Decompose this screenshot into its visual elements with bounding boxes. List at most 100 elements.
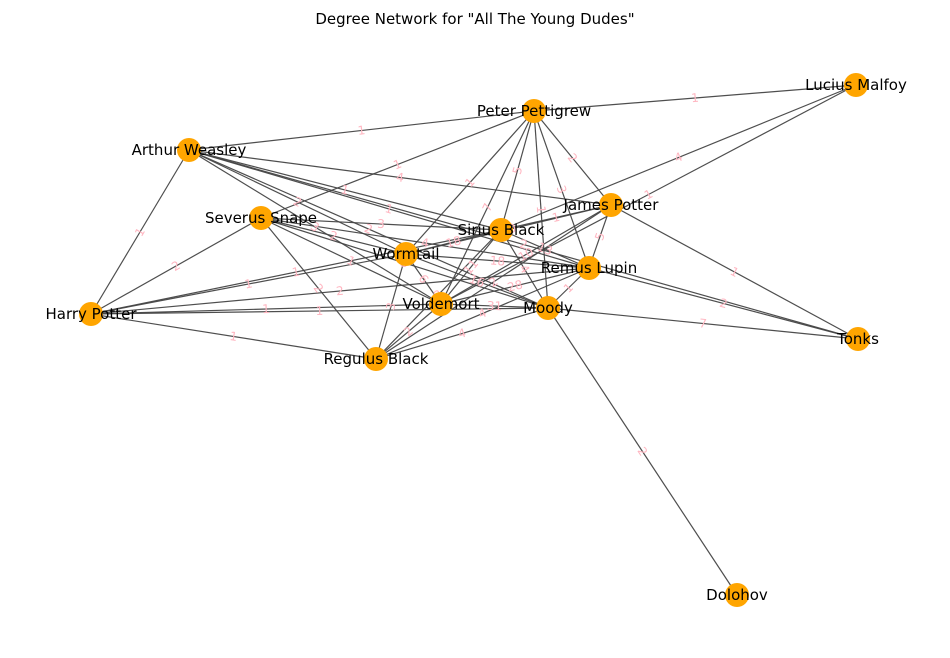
node-peter <box>522 99 546 123</box>
edge-peter-voldemort <box>440 110 535 305</box>
edge-weight-label: 13 <box>535 240 555 259</box>
edge-weight-label: 1 <box>534 205 549 214</box>
node-label-tonks: Tonks <box>836 330 879 348</box>
edge-snape-remus <box>260 217 590 269</box>
edge-arthur-moody <box>188 149 549 309</box>
edge-arthur-harry <box>90 149 190 315</box>
edge-weight-label: 1 <box>291 264 301 279</box>
node-arthur <box>177 138 201 162</box>
edge-snape-regulus <box>260 217 377 360</box>
node-label-peter: Peter Pettigrew <box>477 102 591 120</box>
node-label-arthur: Arthur Weasley <box>132 141 247 159</box>
edge-remus-tonks <box>588 267 859 340</box>
edge-weight-label: 18 <box>489 253 505 268</box>
edge-weight-label: 1 <box>243 276 253 291</box>
edge-weight-label: 1 <box>357 123 366 138</box>
node-moody <box>536 296 560 320</box>
node-snape <box>249 206 273 230</box>
edge-arthur-tonks <box>188 149 859 340</box>
edge-wormtail-harry <box>90 253 407 315</box>
node-label-james: James Potter <box>563 196 660 214</box>
edge-weight-label: 10 <box>516 245 536 265</box>
edge-wormtail-moody <box>405 253 549 309</box>
edge-lucius-sirius <box>500 84 857 231</box>
edge-arthur-wormtail <box>188 149 407 255</box>
edge-weight-label: 2 <box>565 151 581 166</box>
chart-title: Degree Network for "All The Young Dudes" <box>315 10 634 28</box>
edge-weight-label: 7 <box>480 201 496 214</box>
edge-sirius-wormtail <box>405 229 502 255</box>
edge-weight-label: 18 <box>444 233 462 250</box>
edge-peter-moody <box>533 110 549 309</box>
edge-snape-harry <box>90 217 262 315</box>
edge-arthur-remus <box>188 149 590 269</box>
edge-weight-label: 3 <box>554 184 570 196</box>
edge-weight-label: 28 <box>506 277 524 294</box>
edge-sirius-voldemort <box>440 229 502 305</box>
node-voldemort <box>429 292 453 316</box>
edge-weight-label: 1 <box>728 264 741 280</box>
edge-weight-label: 2 <box>328 228 339 243</box>
edge-sirius-harry <box>90 229 502 315</box>
edge-weight-label: 1 <box>345 253 358 269</box>
node-sirius <box>489 218 513 242</box>
node-label-voldemort: Voldemort <box>402 295 479 313</box>
edge-weight-label: 2 <box>401 324 416 340</box>
edge-peter-remus <box>533 110 590 269</box>
edge-weight-label: 7 <box>699 316 708 331</box>
edge-harry-regulus <box>90 313 377 360</box>
node-label-regulus: Regulus Black <box>324 350 429 368</box>
node-label-remus: Remus Lupin <box>541 259 637 277</box>
edge-peter-james <box>533 110 612 206</box>
node-label-moody: Moody <box>523 299 573 317</box>
edge-weight-label: 2 <box>169 258 183 274</box>
edge-weight-label: 4 <box>672 150 684 166</box>
edge-weight-label: 1 <box>229 329 239 344</box>
edge-weight-label: 1 <box>691 91 700 106</box>
edge-remus-voldemort <box>440 267 590 305</box>
edge-moody-dolohov <box>547 307 738 596</box>
edge-voldemort-regulus <box>375 303 442 360</box>
edge-arthur-james <box>188 149 612 206</box>
node-label-dolohov: Dolohov <box>706 586 768 604</box>
edge-james-voldemort <box>440 204 612 305</box>
edge-weight-label: 2 <box>635 444 651 458</box>
node-james <box>599 193 623 217</box>
edge-weight-label: 4 <box>395 170 404 185</box>
edge-james-tonks <box>610 204 859 340</box>
edge-peter-lucius <box>533 84 857 112</box>
node-label-wormtail: Wormtail <box>372 245 439 263</box>
edge-remus-regulus <box>375 267 590 360</box>
edge-peter-arthur <box>188 110 535 151</box>
edge-lucius-voldemort <box>440 84 857 305</box>
edge-weight-label: 4 <box>420 236 430 251</box>
node-regulus <box>364 347 388 371</box>
edge-wormtail-remus <box>405 253 590 269</box>
edge-weight-label: 1 <box>383 201 394 217</box>
node-label-snape: Severus Snape <box>205 209 317 227</box>
edge-weight-label: 2 <box>718 296 729 311</box>
edge-weight-label: 1 <box>340 182 351 197</box>
edge-weight-label: 4 <box>456 326 467 342</box>
edge-voldemort-moody <box>440 303 549 309</box>
node-label-layer: Lucius Malfoy Peter Pettigrew Arthur Weasl… <box>45 76 907 604</box>
node-wormtail <box>394 242 418 266</box>
edge-harry-voldemort <box>90 303 442 315</box>
edge-sirius-moody <box>500 229 549 309</box>
edge-weight-label: 2 <box>518 237 529 253</box>
node-lucius <box>844 73 868 97</box>
edge-peter-snape <box>260 110 535 219</box>
node-layer <box>79 73 870 607</box>
edge-peter-sirius <box>500 110 535 231</box>
edge-weight-label: 31 <box>487 299 503 314</box>
edge-weight-label: 2 <box>336 284 345 299</box>
edge-arthur-sirius <box>188 149 502 231</box>
edge-peter-wormtail <box>405 110 535 255</box>
edge-sirius-remus <box>500 229 590 269</box>
edge-remus-harry <box>90 267 590 315</box>
edge-harry-moody <box>90 307 549 315</box>
edge-weight-label: 1 <box>551 210 562 225</box>
edge-moody-regulus <box>375 307 549 360</box>
edge-weight-label: 3 <box>377 217 385 231</box>
